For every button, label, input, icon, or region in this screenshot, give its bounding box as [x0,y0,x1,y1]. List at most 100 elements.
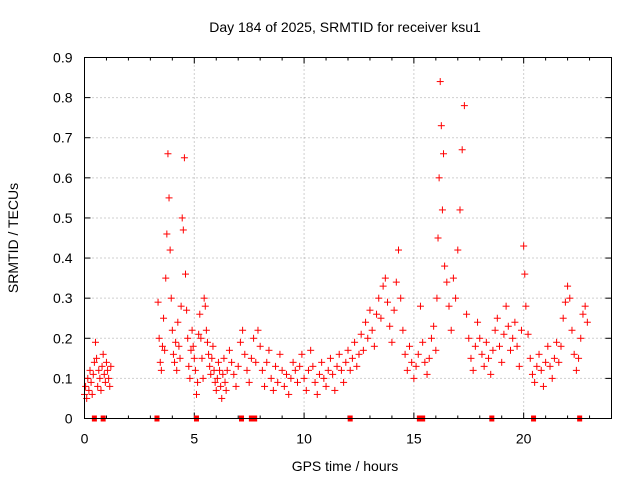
data-point [564,282,572,290]
data-point [557,342,565,350]
data-point [458,146,466,154]
data-point [252,358,260,366]
data-point [572,366,580,374]
data-point [500,330,508,338]
data-point [200,294,208,302]
data-point [97,386,105,394]
data-point [219,370,227,378]
data-point [364,334,372,342]
data-point [434,234,442,242]
data-point [180,154,188,162]
data-point [188,326,196,334]
data-point [82,382,90,390]
data-point [178,214,186,222]
data-point [208,354,216,362]
data-point [463,310,471,318]
data-point [456,206,464,214]
data-point [214,358,222,366]
data-point [168,326,176,334]
data-point [395,246,403,254]
data-point [478,350,486,358]
data-point [366,306,374,314]
data-point [353,362,361,370]
data-point [84,374,92,382]
data-point [212,386,220,394]
y-tick-label: 0 [65,411,73,427]
x-tick-label: 15 [406,431,422,447]
data-point [485,354,493,362]
data-point [104,366,112,374]
data-point [161,346,169,354]
data-point [194,378,202,386]
chart-title: Day 184 of 2025, SRMTID for receiver ksu… [209,19,481,35]
data-point [469,366,477,374]
data-point [313,390,321,398]
data-point [176,354,184,362]
data-point [379,282,387,290]
data-point [390,306,398,314]
data-point [377,314,385,322]
data-point [570,350,578,358]
data-point [185,362,193,370]
data-point [175,342,183,350]
data-point [96,374,104,382]
data-point [452,294,460,302]
data-point [91,338,99,346]
data-point [346,366,354,374]
data-point [454,246,462,254]
y-tick-label: 0.8 [53,90,73,106]
data-point [515,362,523,370]
data-point [207,370,215,378]
data-point [100,370,108,378]
data-point [205,350,213,358]
data-point [526,354,534,362]
data-point [537,366,545,374]
y-axis-label: SRMTID / TECUs [5,183,21,293]
data-point [85,386,93,394]
data-point [154,298,162,306]
y-tick-label: 0.4 [53,250,73,266]
data-point [493,314,501,322]
data-point [190,354,198,362]
data-point [283,370,291,378]
data-point [184,334,192,342]
data-point [438,206,446,214]
data-point [243,366,251,374]
data-point [236,338,244,346]
y-tick-label: 0.5 [53,210,73,226]
data-point [440,150,448,158]
data-point [423,370,431,378]
data-point [370,342,378,350]
data-point [368,326,376,334]
data-point [276,350,284,358]
data-point [437,122,445,130]
data-point [228,358,236,366]
data-point [101,378,109,386]
y-tick-label: 0.9 [53,50,73,66]
data-point [375,294,383,302]
data-point [348,354,356,362]
data-point [480,362,488,370]
y-tick-label: 0.1 [53,370,73,386]
data-point [498,358,506,366]
data-point [218,394,226,402]
x-tick-label: 10 [296,431,312,447]
data-point [311,378,319,386]
data-point [359,346,367,354]
data-point [225,346,233,354]
data-point [209,342,217,350]
data-point [206,362,214,370]
data-point [87,378,95,386]
data-point [399,326,407,334]
data-point [329,370,337,378]
data-point [245,378,253,386]
data-point [324,366,332,374]
data-point [165,194,173,202]
data-point [234,362,242,370]
data-point [164,150,172,158]
data-point [559,314,567,322]
data-point [201,302,209,310]
data-point [539,382,547,390]
data-point [414,350,422,358]
